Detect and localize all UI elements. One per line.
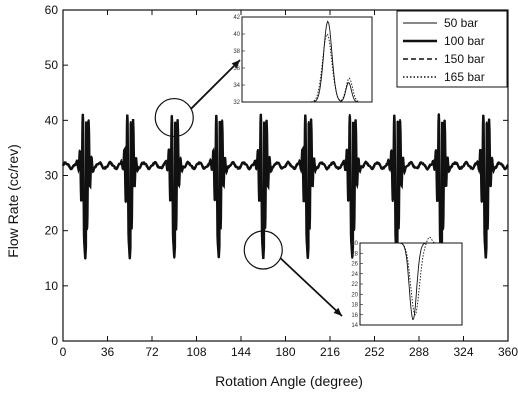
inset-frame xyxy=(241,16,373,103)
zoom-arrow-top-head xyxy=(231,60,240,69)
zoom-arrow-bottom xyxy=(279,257,343,317)
inset-tick-label: 40 xyxy=(233,32,240,38)
inset-top: 32 34 36 38 40 42 xyxy=(233,15,373,106)
y-tick-label: 0 xyxy=(51,334,58,348)
x-tick-label: 288 xyxy=(409,345,429,359)
inset-tick-label: 32 xyxy=(233,100,240,106)
y-tick-label: 30 xyxy=(45,169,59,183)
series-line-2 xyxy=(62,113,509,260)
x-tick-label: 144 xyxy=(231,345,251,359)
zoom-circle-bottom xyxy=(243,230,283,270)
inset-tick-label: 24 xyxy=(351,272,358,278)
y-axis: 0 10 20 30 40 50 60 xyxy=(45,3,508,348)
inset-tick-label: 36 xyxy=(233,66,240,72)
legend-label: 150 bar xyxy=(444,52,485,66)
x-tick-label: 360 xyxy=(498,345,518,359)
legend-label: 100 bar xyxy=(444,34,485,48)
x-tick-label: 36 xyxy=(101,345,115,359)
inset-curve-dotted xyxy=(242,33,372,103)
x-tick-label: 108 xyxy=(186,345,206,359)
y-tick-label: 20 xyxy=(45,224,59,238)
x-axis: 0 36 72 108 144 180 216 252 288 324 360 xyxy=(60,10,518,359)
inset-bottom: 14 16 18 20 22 24 26 28 30 xyxy=(351,236,463,329)
y-axis-title: Flow Rate (cc/rev) xyxy=(5,144,21,258)
legend-frame xyxy=(396,10,508,88)
inset-tick-label: 22 xyxy=(351,282,358,288)
inset-frame xyxy=(359,242,463,326)
x-axis-title: Rotation Angle (degree) xyxy=(215,373,363,389)
y-tick-label: 50 xyxy=(45,58,59,72)
x-tick-label: 180 xyxy=(275,345,295,359)
zoom-arrow-bottom-head xyxy=(333,307,342,316)
legend-label: 165 bar xyxy=(444,70,485,84)
series-layer xyxy=(61,113,509,260)
legend-label: 50 bar xyxy=(444,16,478,30)
x-tick-label: 0 xyxy=(60,345,67,359)
x-tick-label: 324 xyxy=(453,345,473,359)
zoom-circle-top xyxy=(154,97,194,138)
y-tick-label: 60 xyxy=(45,3,59,17)
x-tick-label: 72 xyxy=(145,345,159,359)
inset-curve-solid xyxy=(360,242,462,321)
y-tick-label: 40 xyxy=(45,113,59,127)
inset-tick-label: 18 xyxy=(351,303,358,309)
legend: 50 bar 100 bar 150 bar 165 bar xyxy=(396,10,508,88)
x-tick-label: 252 xyxy=(364,345,384,359)
inset-tick-label: 20 xyxy=(351,292,358,298)
zoom-annotations xyxy=(154,59,343,317)
y-tick-label: 10 xyxy=(45,279,59,293)
inset-tick-label: 30 xyxy=(351,241,358,247)
inset-tick-label: 26 xyxy=(351,262,358,268)
inset-tick-label: 42 xyxy=(233,15,240,21)
x-tick-label: 216 xyxy=(320,345,340,359)
inset-tick-label: 38 xyxy=(233,49,240,55)
inset-tick-label: 34 xyxy=(233,83,240,89)
inset-tick-label: 14 xyxy=(351,323,358,329)
inset-tick-label: 28 xyxy=(351,251,358,257)
series-line-3 xyxy=(62,113,509,260)
zoom-arrow-top xyxy=(190,59,241,110)
inset-tick-label: 16 xyxy=(351,313,358,319)
